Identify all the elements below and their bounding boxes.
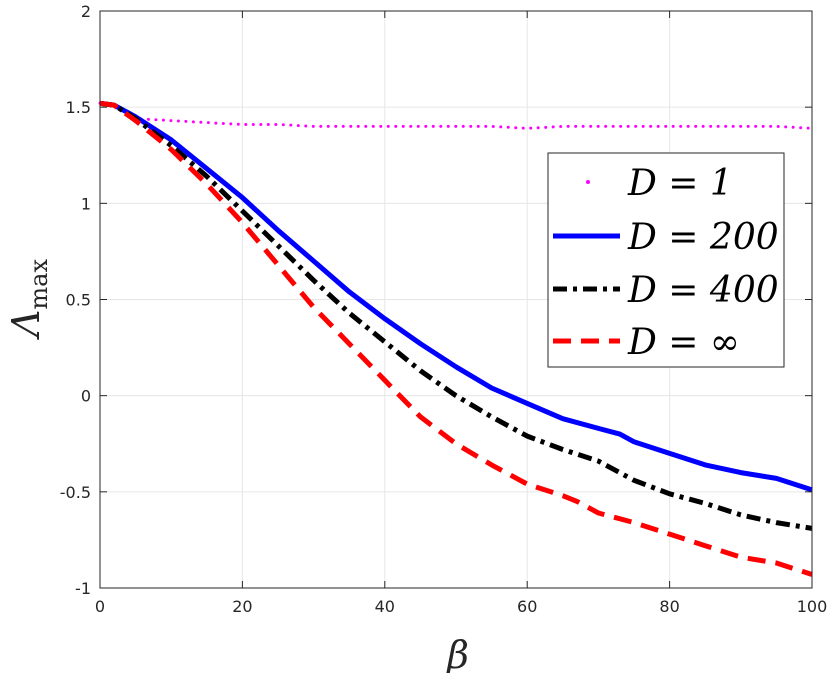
- y-tick-label: 1: [81, 194, 91, 213]
- series-layer: [98, 100, 814, 577]
- tick-labels: 0 20 40 60 80 100 -1 -0.5 0 0.5 1 1.5 2: [60, 2, 827, 616]
- x-tick-label: 0: [95, 597, 105, 616]
- y-axis-label: Λ: [4, 310, 48, 340]
- x-tick-label: 80: [659, 597, 679, 616]
- series-line-3: [99, 100, 813, 531]
- legend-label-4: D = ∞: [627, 322, 740, 363]
- x-tick-label: 60: [517, 597, 537, 616]
- legend-swatch-1: [586, 180, 590, 184]
- y-tick-label: -0.5: [60, 483, 91, 502]
- legend-box: [547, 152, 785, 368]
- y-tick-label: 0.5: [66, 291, 91, 310]
- svg-text:Λmax: Λmax: [4, 259, 53, 341]
- series-line-2: [99, 100, 813, 493]
- series-line-1: [98, 101, 814, 130]
- x-axis-label: β: [445, 633, 469, 673]
- y-tick-label: 2: [81, 2, 91, 21]
- x-tick-label: 100: [797, 597, 828, 616]
- tick-marks: [99, 10, 813, 589]
- y-tick-label: 1.5: [66, 98, 91, 117]
- x-tick-label: 40: [375, 597, 395, 616]
- legend: D = 1 D = 200 D = 400 D = ∞: [547, 152, 785, 368]
- y-tick-label: 0: [81, 387, 91, 406]
- y-tick-label: -1: [75, 579, 91, 598]
- legend-label-3: D = 400: [627, 270, 779, 311]
- y-axis-label-subscript: max: [25, 259, 53, 310]
- x-tick-label: 20: [232, 597, 252, 616]
- series-line-4: [99, 100, 813, 577]
- y-axis-label-group: Λmax: [4, 259, 53, 341]
- legend-label-1: D = 1: [627, 163, 733, 204]
- legend-label-2: D = 200: [627, 217, 779, 258]
